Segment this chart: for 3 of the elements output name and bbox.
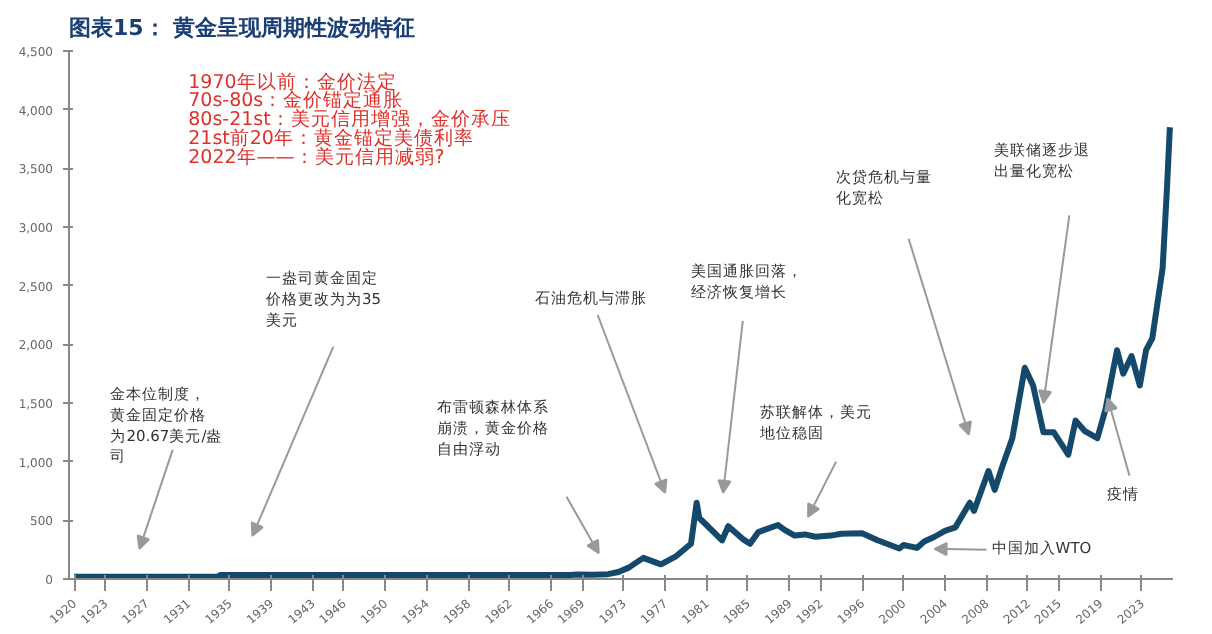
chart-title: 图表15： 黄金呈现周期性波动特征 <box>69 15 416 41</box>
annotation: 21st前20年：黄金锚定美债利率 <box>188 126 474 150</box>
annotation: 2022年——：美元信用减弱? <box>188 144 445 169</box>
